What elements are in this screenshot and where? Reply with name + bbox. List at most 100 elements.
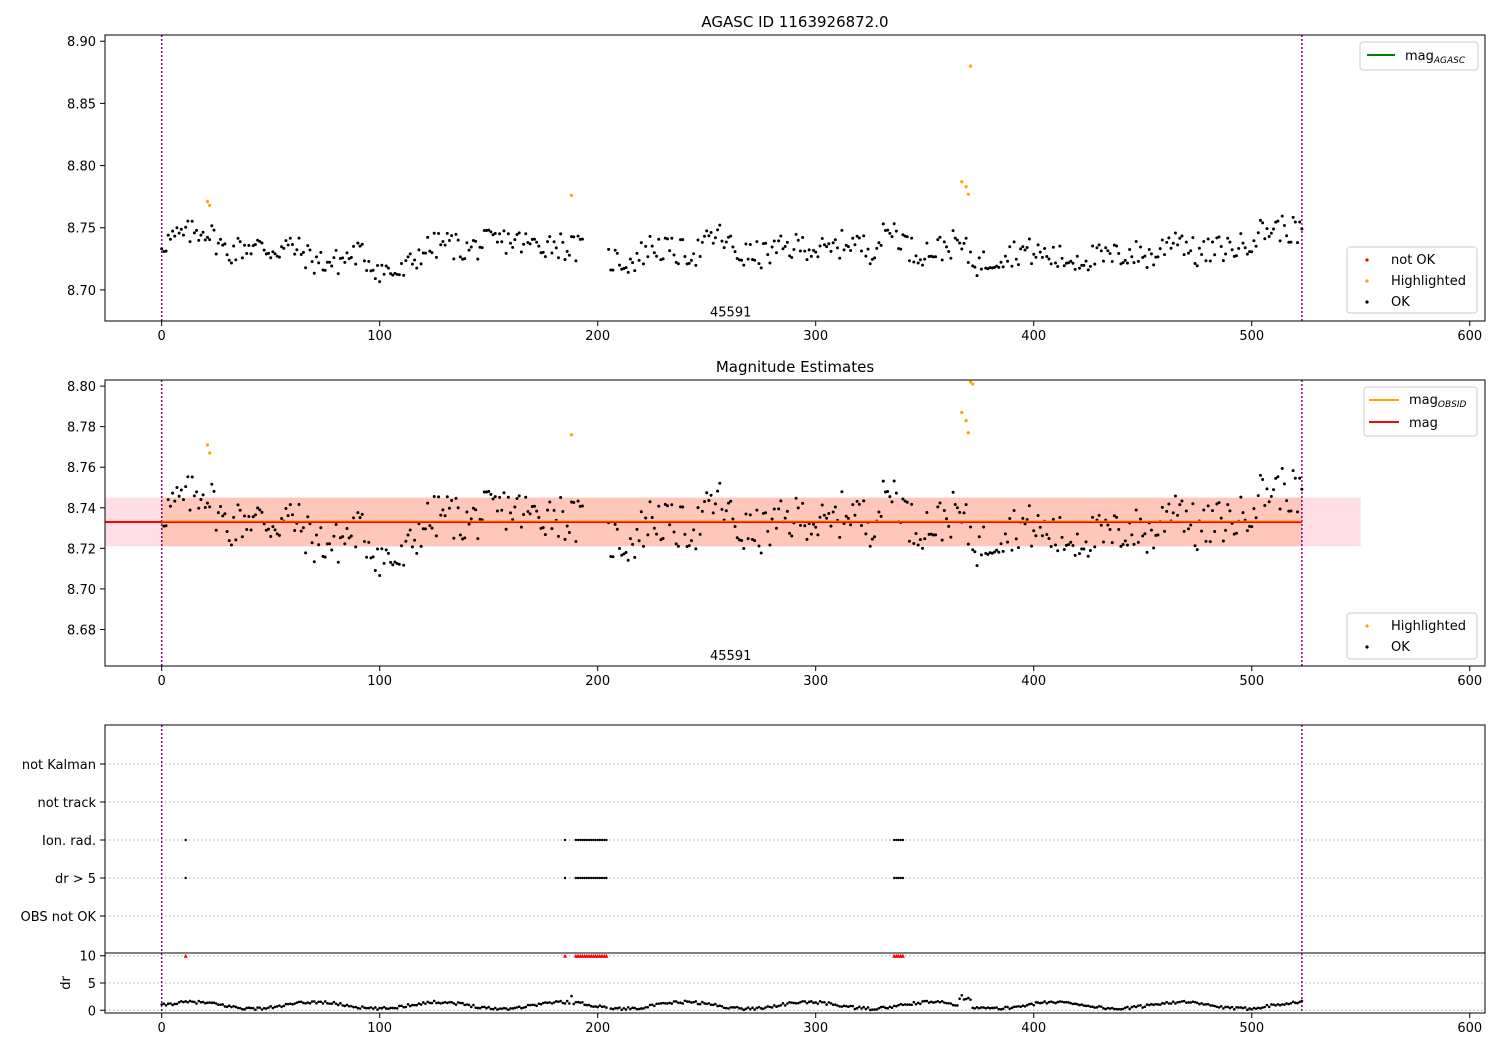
- ok-point: [774, 526, 778, 530]
- ok-point: [1210, 509, 1214, 513]
- dr-point: [698, 1002, 702, 1006]
- ok-point: [404, 539, 408, 543]
- ok-point: [833, 238, 837, 242]
- dr-point: [530, 1003, 534, 1007]
- ok-point: [445, 231, 449, 235]
- panel4-ytick-label: 5: [88, 977, 96, 992]
- ok-point: [443, 514, 447, 518]
- panel1-ytick-label: 8.70: [67, 284, 96, 299]
- ok-point: [1254, 516, 1258, 520]
- ok-point: [916, 543, 920, 547]
- dr-point: [1006, 1005, 1009, 1009]
- ok-point: [768, 261, 772, 265]
- ok-point: [979, 553, 983, 557]
- ion-rad-point: [594, 838, 597, 842]
- ok-point: [853, 243, 857, 247]
- dr-point: [454, 1003, 458, 1006]
- ok-point: [646, 533, 650, 537]
- dr-point: [522, 1006, 525, 1009]
- dr-point: [679, 1001, 682, 1005]
- dr-point: [820, 1000, 824, 1004]
- dr-point: [1263, 1005, 1267, 1009]
- ok-point: [223, 242, 227, 246]
- ok-point: [208, 238, 212, 242]
- ok-point: [397, 273, 401, 277]
- ok-point: [975, 564, 979, 568]
- panel2-xtick-label: 100: [367, 674, 392, 689]
- dr-point: [1019, 1005, 1022, 1009]
- ok-point: [1210, 240, 1214, 244]
- dr-point: [214, 1002, 218, 1005]
- dr-point: [548, 1001, 552, 1004]
- ok-point: [698, 532, 702, 536]
- dr-point: [260, 1008, 264, 1011]
- ok-point: [432, 231, 436, 235]
- ok-point: [1263, 503, 1267, 507]
- ok-point: [513, 505, 517, 509]
- ok-point: [1261, 221, 1265, 225]
- ok-point: [1269, 231, 1273, 235]
- dr-point: [951, 1003, 955, 1007]
- dr-point: [829, 1002, 833, 1005]
- ok-point: [958, 241, 962, 245]
- ok-point: [923, 257, 927, 261]
- ok-point: [879, 243, 883, 247]
- ok-point: [674, 542, 678, 546]
- ok-point: [949, 256, 953, 260]
- ok-point: [171, 229, 175, 233]
- dr-point: [426, 1000, 429, 1004]
- ok-point: [1272, 227, 1276, 231]
- dr-point: [842, 1004, 846, 1008]
- dr-point: [171, 1003, 174, 1007]
- ok-point: [413, 258, 417, 262]
- ok-point: [890, 235, 894, 239]
- ok-point: [458, 533, 462, 537]
- ok-point: [836, 246, 840, 250]
- legend-notok-marker: [1365, 258, 1369, 262]
- ok-point: [1147, 248, 1151, 252]
- dr-point: [670, 1002, 674, 1005]
- dr-point: [570, 994, 573, 998]
- ok-point: [181, 498, 185, 502]
- ok-point: [833, 505, 837, 509]
- ok-point: [1012, 240, 1016, 244]
- ok-point: [709, 230, 713, 234]
- dr-point: [509, 1007, 512, 1010]
- dr-point: [772, 1004, 776, 1007]
- ok-point: [633, 269, 637, 273]
- ok-point: [310, 541, 314, 545]
- ok-point: [166, 233, 170, 237]
- ok-point: [945, 245, 949, 249]
- ok-point: [236, 503, 240, 507]
- ok-point: [367, 540, 371, 544]
- ok-point: [707, 234, 711, 238]
- ok-point: [851, 503, 855, 507]
- ok-point: [720, 239, 724, 243]
- ok-point: [905, 500, 909, 504]
- ok-point: [1234, 254, 1238, 258]
- ok-point: [253, 513, 257, 517]
- dr-point: [899, 1002, 903, 1006]
- ok-point: [406, 533, 410, 537]
- dr-point: [707, 1002, 711, 1005]
- ok-point: [971, 548, 975, 552]
- ion-rad-point: [184, 838, 187, 842]
- ok-point: [1121, 261, 1125, 265]
- dr-point: [265, 1007, 268, 1010]
- ok-point: [746, 257, 750, 261]
- dr-point: [419, 1003, 423, 1006]
- dr-point: [777, 1004, 780, 1008]
- ok-point: [945, 517, 949, 521]
- dr-gt5-point: [589, 876, 593, 880]
- dr-point: [206, 1001, 209, 1005]
- ok-point: [195, 228, 199, 232]
- ok-point: [1252, 507, 1256, 511]
- dr-point: [336, 1003, 340, 1007]
- dr-point: [339, 1001, 342, 1005]
- ok-point: [615, 251, 619, 255]
- panel2-xtick-label: 400: [1021, 674, 1046, 689]
- ok-point: [772, 239, 776, 243]
- ok-point: [631, 542, 635, 546]
- ok-point: [777, 239, 781, 243]
- ok-point: [1032, 529, 1036, 533]
